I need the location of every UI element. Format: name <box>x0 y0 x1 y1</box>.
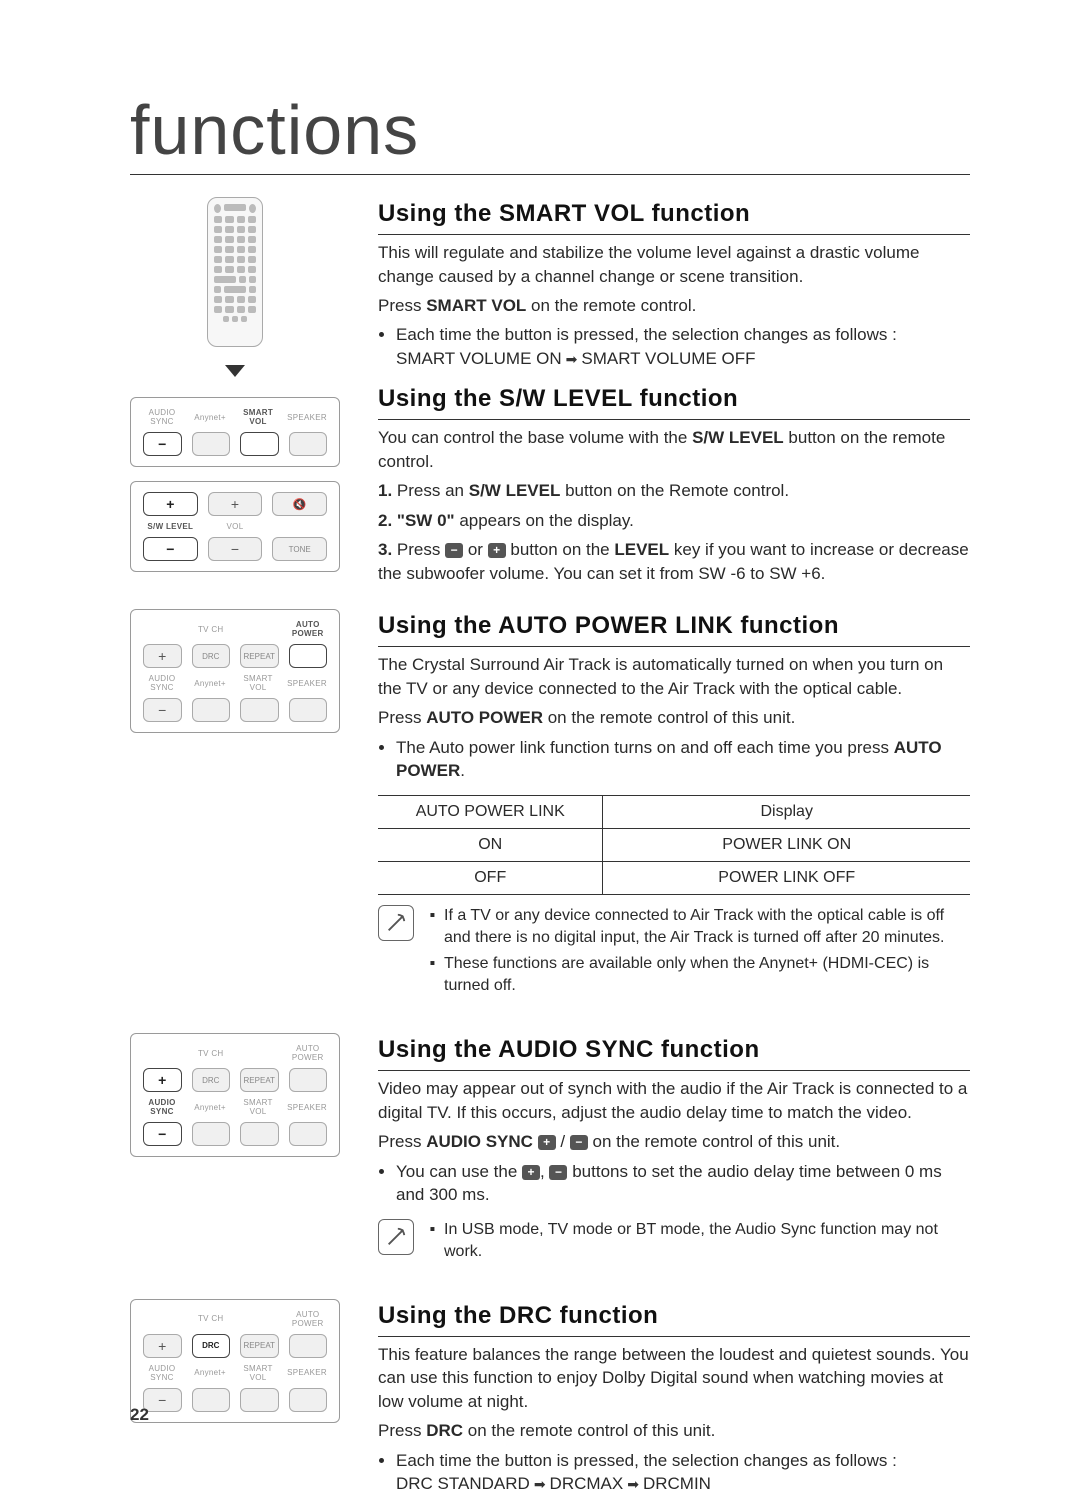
remote-panel-autopower: TV CH AUTO POWER DRC REPEAT AUDIO SYNC A… <box>130 609 340 733</box>
text: Press AUTO POWER on the remote control o… <box>378 706 970 729</box>
arrow-icon <box>566 347 578 370</box>
bullet-list: The Auto power link function turns on an… <box>378 736 970 783</box>
arrow-icon <box>534 1472 546 1495</box>
bullet-list: Each time the button is pressed, the sel… <box>378 323 970 370</box>
text: Press DRC on the remote control of this … <box>378 1419 970 1442</box>
panel-button <box>143 432 182 456</box>
minus-icon: − <box>445 543 463 558</box>
remote-illustration <box>207 197 263 347</box>
page-number: 22 <box>130 1405 149 1425</box>
remote-panel-drc: TV CH AUTO POWER DRC REPEAT AUDIO SYNC A… <box>130 1299 340 1423</box>
text: You can control the base volume with the… <box>378 426 970 473</box>
plus-icon: + <box>488 543 506 558</box>
heading-smart-vol: Using the SMART VOL function <box>378 197 970 235</box>
arrow-icon <box>627 1472 639 1495</box>
text: The Crystal Surround Air Track is automa… <box>378 653 970 700</box>
figure-smartvol-swlevel: AUDIO SYNC Anynet+ SMART VOL SPEAKER <box>130 197 340 572</box>
bullet-list: Each time the button is pressed, the sel… <box>378 1449 970 1496</box>
note-icon <box>378 905 414 941</box>
text: Press AUDIO SYNC + / − on the remote con… <box>378 1130 970 1153</box>
bullet-list: You can use the +, − buttons to set the … <box>378 1160 970 1207</box>
text: Press SMART VOL on the remote control. <box>378 294 970 317</box>
remote-panel-smartvol: AUDIO SYNC Anynet+ SMART VOL SPEAKER <box>130 397 340 467</box>
page-title: functions <box>130 90 970 175</box>
plus-icon: + <box>522 1165 540 1180</box>
text: Video may appear out of synch with the a… <box>378 1077 970 1124</box>
heading-auto-power-link: Using the AUTO POWER LINK function <box>378 609 970 647</box>
remote-panel-audiosync: TV CH AUTO POWER DRC REPEAT AUDIO SYNC A… <box>130 1033 340 1157</box>
text: This feature balances the range between … <box>378 1343 970 1413</box>
note-icon <box>378 1219 414 1255</box>
minus-icon: − <box>570 1135 588 1150</box>
heading-drc: Using the DRC function <box>378 1299 970 1337</box>
plus-icon: + <box>538 1135 556 1150</box>
auto-power-table: AUTO POWER LINKDisplay ONPOWER LINK ON O… <box>378 795 970 895</box>
heading-sw-level: Using the S/W LEVEL function <box>378 382 970 420</box>
minus-icon: − <box>549 1165 567 1180</box>
remote-panel-swlevel: S/W LEVEL VOL TONE <box>130 481 340 572</box>
heading-audio-sync: Using the AUDIO SYNC function <box>378 1033 970 1071</box>
pointer-icon <box>225 365 245 377</box>
text: This will regulate and stabilize the vol… <box>378 241 970 288</box>
note-block: If a TV or any device connected to Air T… <box>378 905 970 1001</box>
note-block: In USB mode, TV mode or BT mode, the Aud… <box>378 1219 970 1267</box>
